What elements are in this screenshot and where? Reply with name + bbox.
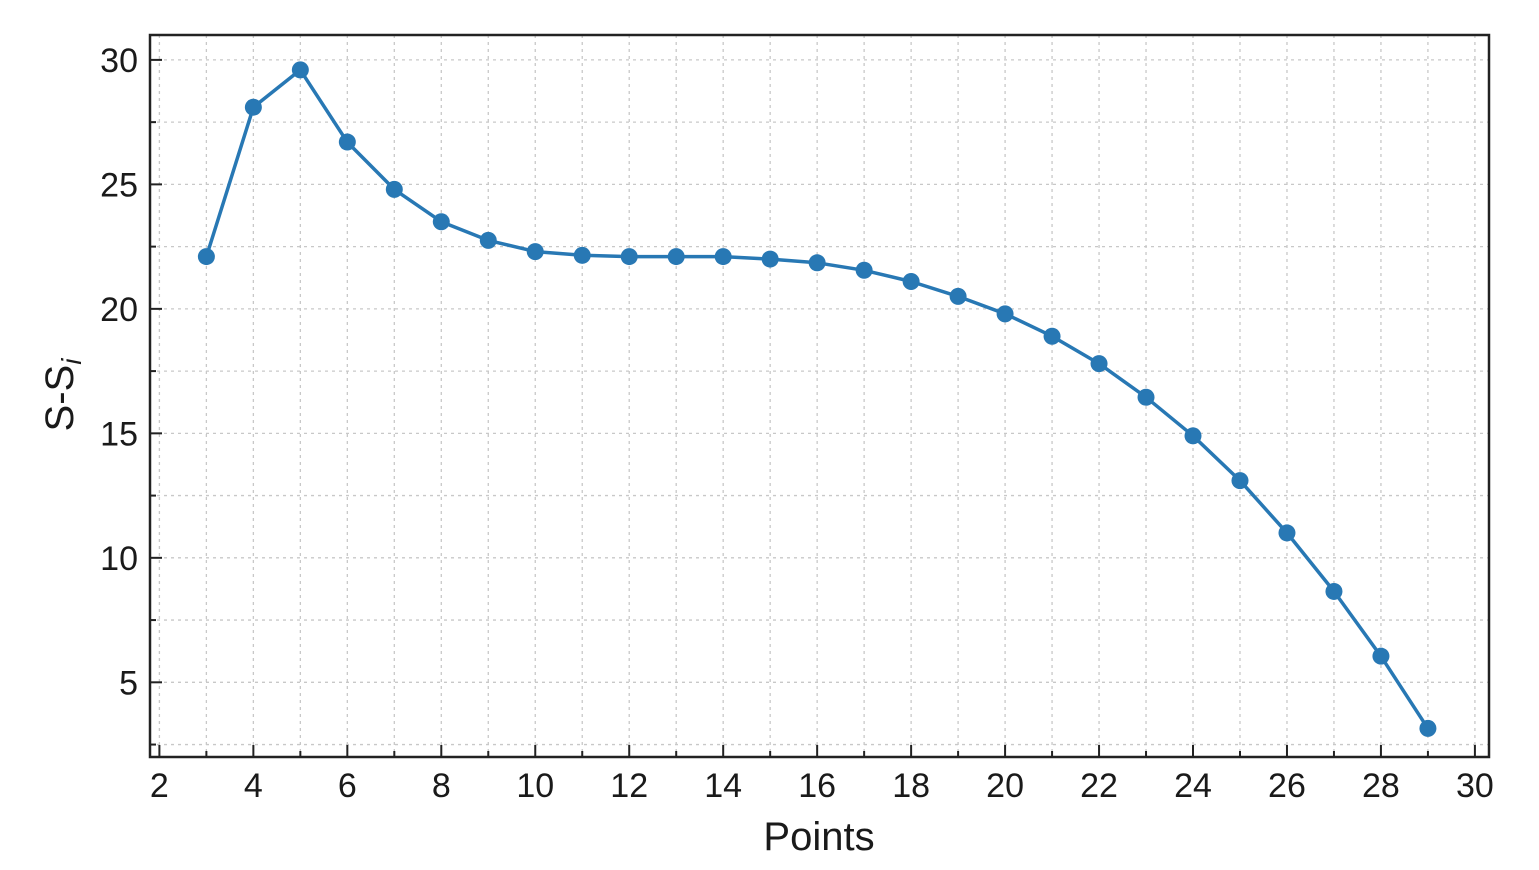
data-point <box>1184 427 1202 445</box>
x-tick-label: 4 <box>244 767 263 805</box>
x-tick-label: 10 <box>516 767 554 805</box>
y-tick-label: 30 <box>100 42 138 80</box>
y-tick-label: 15 <box>100 415 138 453</box>
data-point <box>1231 472 1249 490</box>
x-tick-label: 6 <box>338 767 357 805</box>
y-ticks <box>150 58 162 746</box>
x-axis-title: Points <box>763 815 874 859</box>
x-tick-label: 26 <box>1268 767 1306 805</box>
data-point <box>620 248 638 266</box>
y-tick-label: 10 <box>100 540 138 578</box>
x-tick-label: 24 <box>1174 767 1212 805</box>
data-point <box>244 98 262 116</box>
x-tick-label: 28 <box>1362 767 1400 805</box>
data-point <box>385 180 403 198</box>
data-point <box>197 248 215 266</box>
data-point <box>1278 524 1296 542</box>
y-tick-label: 5 <box>119 664 138 702</box>
data-point <box>338 133 356 151</box>
data-point <box>291 61 309 79</box>
x-tick-labels: 2 4 6 8 10 12 14 16 18 20 22 24 26 28 30 <box>150 767 1494 805</box>
y-axis-title-subscript: i <box>56 358 87 365</box>
x-ticks <box>158 745 1476 757</box>
data-point <box>1419 719 1437 737</box>
y-tick-label: 20 <box>100 291 138 329</box>
data-point <box>1137 388 1155 406</box>
data-point <box>1325 582 1343 600</box>
x-tick-label: 18 <box>892 767 930 805</box>
data-point <box>714 248 732 266</box>
data-point <box>1372 647 1390 665</box>
data-point <box>996 305 1014 323</box>
data-point <box>808 254 826 272</box>
x-gridlines <box>158 35 1476 757</box>
data-point <box>667 248 685 266</box>
data-point <box>949 287 967 305</box>
x-tick-label: 2 <box>150 767 169 805</box>
y-tick-label: 25 <box>100 166 138 204</box>
data-point <box>855 261 873 279</box>
x-tick-label: 20 <box>986 767 1024 805</box>
data-point <box>573 246 591 264</box>
data-point <box>1043 327 1061 345</box>
x-tick-label: 12 <box>610 767 648 805</box>
y-axis-title: S-Si <box>38 358 87 432</box>
x-tick-label: 14 <box>704 767 742 805</box>
data-point <box>902 272 920 290</box>
data-point <box>1090 355 1108 373</box>
data-point <box>761 250 779 268</box>
data-point <box>432 213 450 231</box>
x-tick-label: 30 <box>1456 767 1494 805</box>
data-point <box>479 231 497 249</box>
data-points <box>197 61 1437 737</box>
x-tick-label: 22 <box>1080 767 1118 805</box>
y-axis-title-base: S-S <box>38 365 82 432</box>
x-tick-label: 8 <box>432 767 451 805</box>
y-gridlines <box>150 59 1489 746</box>
plot-frame <box>148 33 1491 759</box>
y-tick-labels: 5 10 15 20 25 30 <box>100 42 138 702</box>
x-tick-label: 16 <box>798 767 836 805</box>
data-point <box>526 243 544 261</box>
